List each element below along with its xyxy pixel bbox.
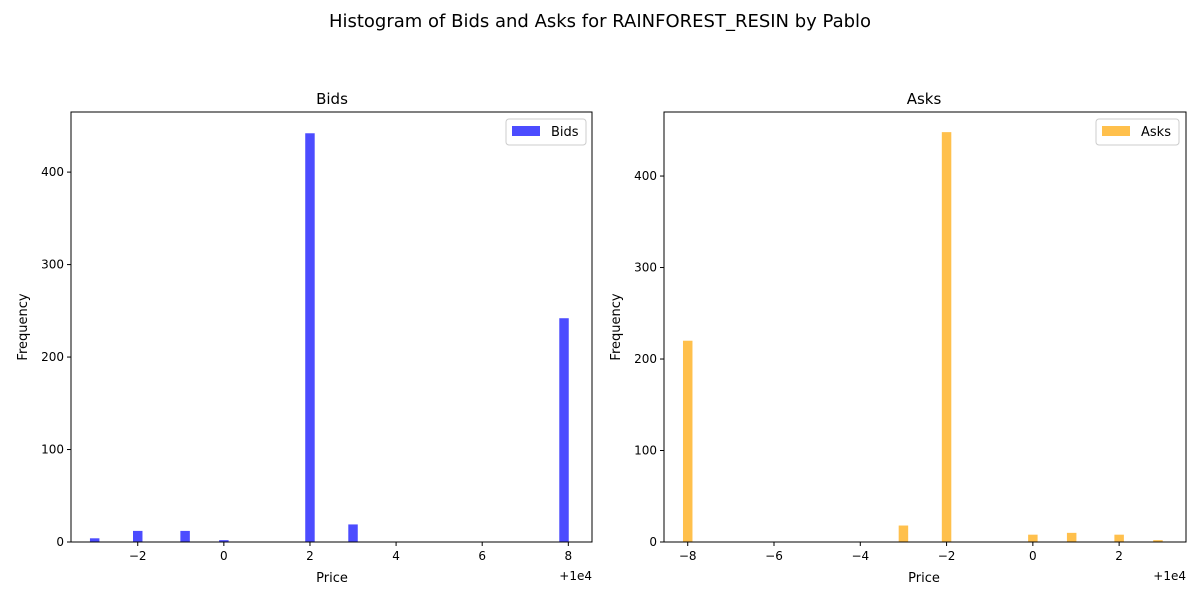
bids-x-tick-label-2: 2 — [306, 549, 314, 563]
bids-y-tick-label-4: 400 — [41, 165, 64, 179]
asks-y-ticks: 0 100 200 300 400 — [634, 169, 664, 549]
asks-x-tick-label-5: 2 — [1115, 549, 1123, 563]
bids-x-tick-label-5: 8 — [564, 549, 572, 563]
asks-bar-4 — [1066, 532, 1077, 542]
bids-bar-0 — [89, 538, 100, 542]
bids-bars — [89, 133, 569, 542]
asks-x-tick-label-3: −2 — [938, 549, 956, 563]
asks-x-axis-label: Price — [908, 571, 940, 586]
bids-legend: Bids — [505, 118, 587, 146]
asks-y-tick-label-1: 100 — [634, 444, 657, 458]
bids-bar-2 — [180, 530, 190, 542]
asks-legend-label: Asks — [1141, 125, 1171, 140]
bids-axes-frame — [70, 111, 593, 543]
asks-x-ticks: −8 −6 −4 −2 0 2 — [679, 542, 1123, 563]
asks-y-axis-label: Frequency — [609, 293, 624, 360]
asks-legend-box — [1095, 118, 1180, 146]
bids-x-tick-label-4: 6 — [478, 549, 486, 563]
bids-title: Bids — [316, 90, 348, 108]
bids-y-axis-label: Frequency — [16, 293, 31, 360]
bids-bar-6 — [559, 318, 569, 542]
bids-legend-label: Bids — [551, 125, 579, 140]
bids-y-tick-label-0: 0 — [56, 535, 64, 549]
asks-y-tick-label-2: 200 — [634, 352, 657, 366]
bids-x-offset-label: +1e4 — [559, 569, 592, 583]
asks-x-tick-label-1: −6 — [765, 549, 783, 563]
bids-y-ticks: 0 100 200 300 400 — [41, 165, 71, 549]
asks-legend: Asks — [1095, 118, 1180, 146]
asks-axes-frame — [663, 111, 1187, 543]
asks-legend-swatch — [1102, 126, 1130, 136]
bids-bar-3 — [219, 540, 229, 542]
asks-bar-3 — [1028, 534, 1038, 542]
asks-y-tick-label-4: 400 — [634, 169, 657, 183]
bids-legend-swatch — [512, 126, 540, 136]
bids-legend-box — [505, 118, 587, 146]
bids-panel: Bids −2 0 2 4 6 8 0 100 200 300 400 Price Frequen… — [16, 90, 593, 586]
bids-bar-4 — [305, 133, 315, 542]
bids-x-axis-label: Price — [316, 571, 348, 586]
asks-y-tick-label-3: 300 — [634, 261, 657, 275]
asks-bar-2 — [941, 132, 952, 542]
asks-bar-5 — [1114, 534, 1124, 542]
asks-x-offset-label: +1e4 — [1153, 569, 1186, 583]
bids-bar-5 — [348, 524, 358, 542]
asks-bars — [682, 132, 1163, 542]
bids-x-ticks: −2 0 2 4 6 8 — [129, 542, 572, 563]
bids-bar-1 — [133, 530, 143, 542]
asks-bar-0 — [682, 340, 693, 542]
figure-title: Histogram of Bids and Asks for RAINFORES… — [329, 11, 871, 32]
asks-x-tick-label-0: −8 — [679, 549, 697, 563]
bids-y-tick-label-3: 300 — [41, 258, 64, 272]
bids-x-tick-label-0: −2 — [129, 549, 147, 563]
bids-x-tick-label-3: 4 — [392, 549, 400, 563]
asks-bar-1 — [898, 525, 909, 542]
asks-title: Asks — [907, 90, 942, 108]
asks-x-tick-label-4: 0 — [1029, 549, 1037, 563]
bids-y-tick-label-2: 200 — [41, 350, 64, 364]
asks-y-tick-label-0: 0 — [649, 535, 657, 549]
asks-panel: Asks −8 −6 −4 −2 0 2 0 100 200 300 400 Price Freq… — [609, 90, 1187, 586]
asks-x-tick-label-2: −4 — [851, 549, 869, 563]
asks-bar-6 — [1153, 540, 1163, 542]
bids-x-tick-label-1: 0 — [220, 549, 228, 563]
bids-y-tick-label-1: 100 — [41, 443, 64, 457]
